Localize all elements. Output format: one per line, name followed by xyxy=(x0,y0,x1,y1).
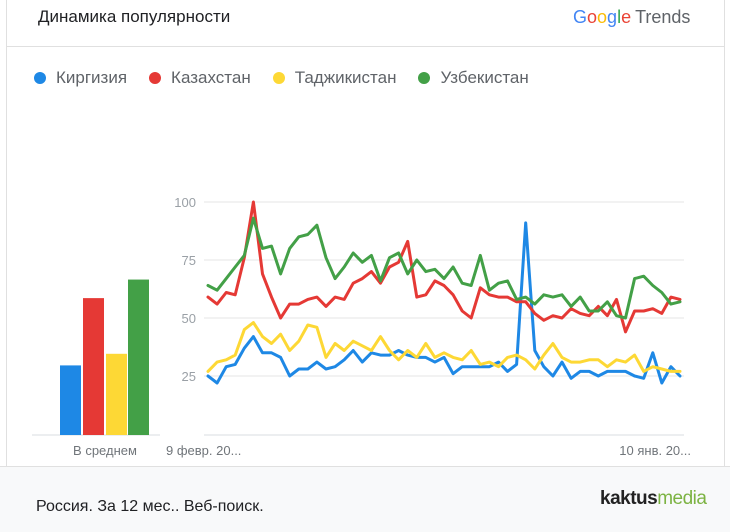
average-bar xyxy=(106,353,127,435)
legend-dot-icon xyxy=(149,72,162,84)
y-tick-label: 50 xyxy=(182,311,196,326)
legend-dot-icon xyxy=(418,72,431,84)
footer-divider xyxy=(0,466,730,467)
footer xyxy=(0,467,730,532)
legend: Киргизия Казахстан Таджикистан Узбекиста… xyxy=(34,68,551,88)
legend-label: Таджикистан xyxy=(294,68,397,87)
google-logo-text: Google xyxy=(573,7,632,27)
average-label: В среднем xyxy=(73,443,137,458)
average-bar xyxy=(60,365,81,435)
google-trends-logo[interactable]: Google Trends xyxy=(573,7,690,28)
legend-dot-icon xyxy=(34,72,46,84)
series-line xyxy=(206,216,682,320)
average-bar xyxy=(83,298,104,435)
kaktus-media-logo: kaktusmedia xyxy=(600,488,707,510)
legend-label: Киргизия xyxy=(56,68,128,87)
legend-item-uzbekistan[interactable]: Узбекистан xyxy=(418,68,529,88)
legend-item-kazakhstan[interactable]: Казахстан xyxy=(149,68,251,88)
brand-part2: media xyxy=(657,488,707,509)
series-line xyxy=(206,321,682,373)
trends-logo-text: Trends xyxy=(635,7,691,27)
legend-item-kyrgyzstan[interactable]: Киргизия xyxy=(34,68,127,88)
chart-title: Динамика популярности xyxy=(38,7,231,26)
average-bar xyxy=(128,279,149,435)
x-tick-label: 9 февр. 20... xyxy=(166,443,241,458)
legend-label: Узбекистан xyxy=(440,68,529,87)
footer-caption: Россия. За 12 мес.. Веб-поиск. xyxy=(36,498,264,515)
legend-item-tajikistan[interactable]: Таджикистан xyxy=(272,68,397,88)
y-tick-label: 25 xyxy=(182,369,196,384)
y-tick-label: 75 xyxy=(182,253,196,268)
brand-part1: kaktus xyxy=(600,488,658,509)
series-line xyxy=(206,221,682,385)
card-border-left xyxy=(6,0,7,466)
legend-label: Казахстан xyxy=(171,68,251,87)
trends-chart[interactable]: 25 50 75 100 В среднем 9 февр. 20... 10 янв. 2… xyxy=(0,0,730,466)
card-border-right xyxy=(724,0,725,466)
legend-dot-icon xyxy=(272,72,285,84)
header-divider xyxy=(6,46,725,47)
y-tick-label: 100 xyxy=(174,195,196,210)
x-tick-label: 10 янв. 20... xyxy=(619,443,691,458)
